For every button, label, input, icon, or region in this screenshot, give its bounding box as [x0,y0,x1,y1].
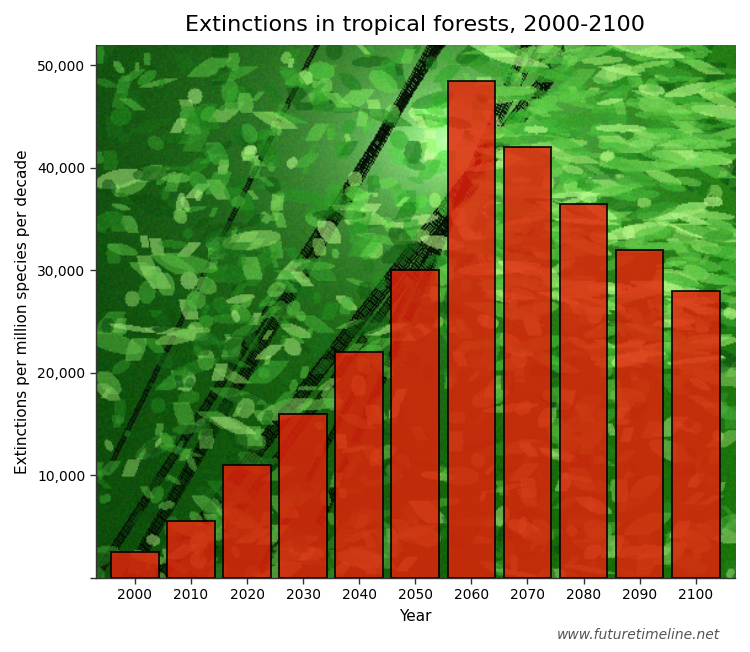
Bar [111,552,159,578]
Title: Extinctions in tropical forests, 2000-2100: Extinctions in tropical forests, 2000-21… [185,15,645,35]
Text: www.futuretimeline.net: www.futuretimeline.net [556,629,720,642]
Bar [560,203,608,578]
Y-axis label: Extinctions per million species per decade: Extinctions per million species per deca… [15,149,30,473]
Bar [392,271,439,578]
Bar [335,352,383,578]
Bar [448,81,495,578]
Bar [279,413,327,578]
Bar [504,147,551,578]
Bar [167,521,214,578]
Bar [616,250,664,578]
X-axis label: Year: Year [399,609,431,624]
Bar [224,465,271,578]
Bar [672,291,719,578]
